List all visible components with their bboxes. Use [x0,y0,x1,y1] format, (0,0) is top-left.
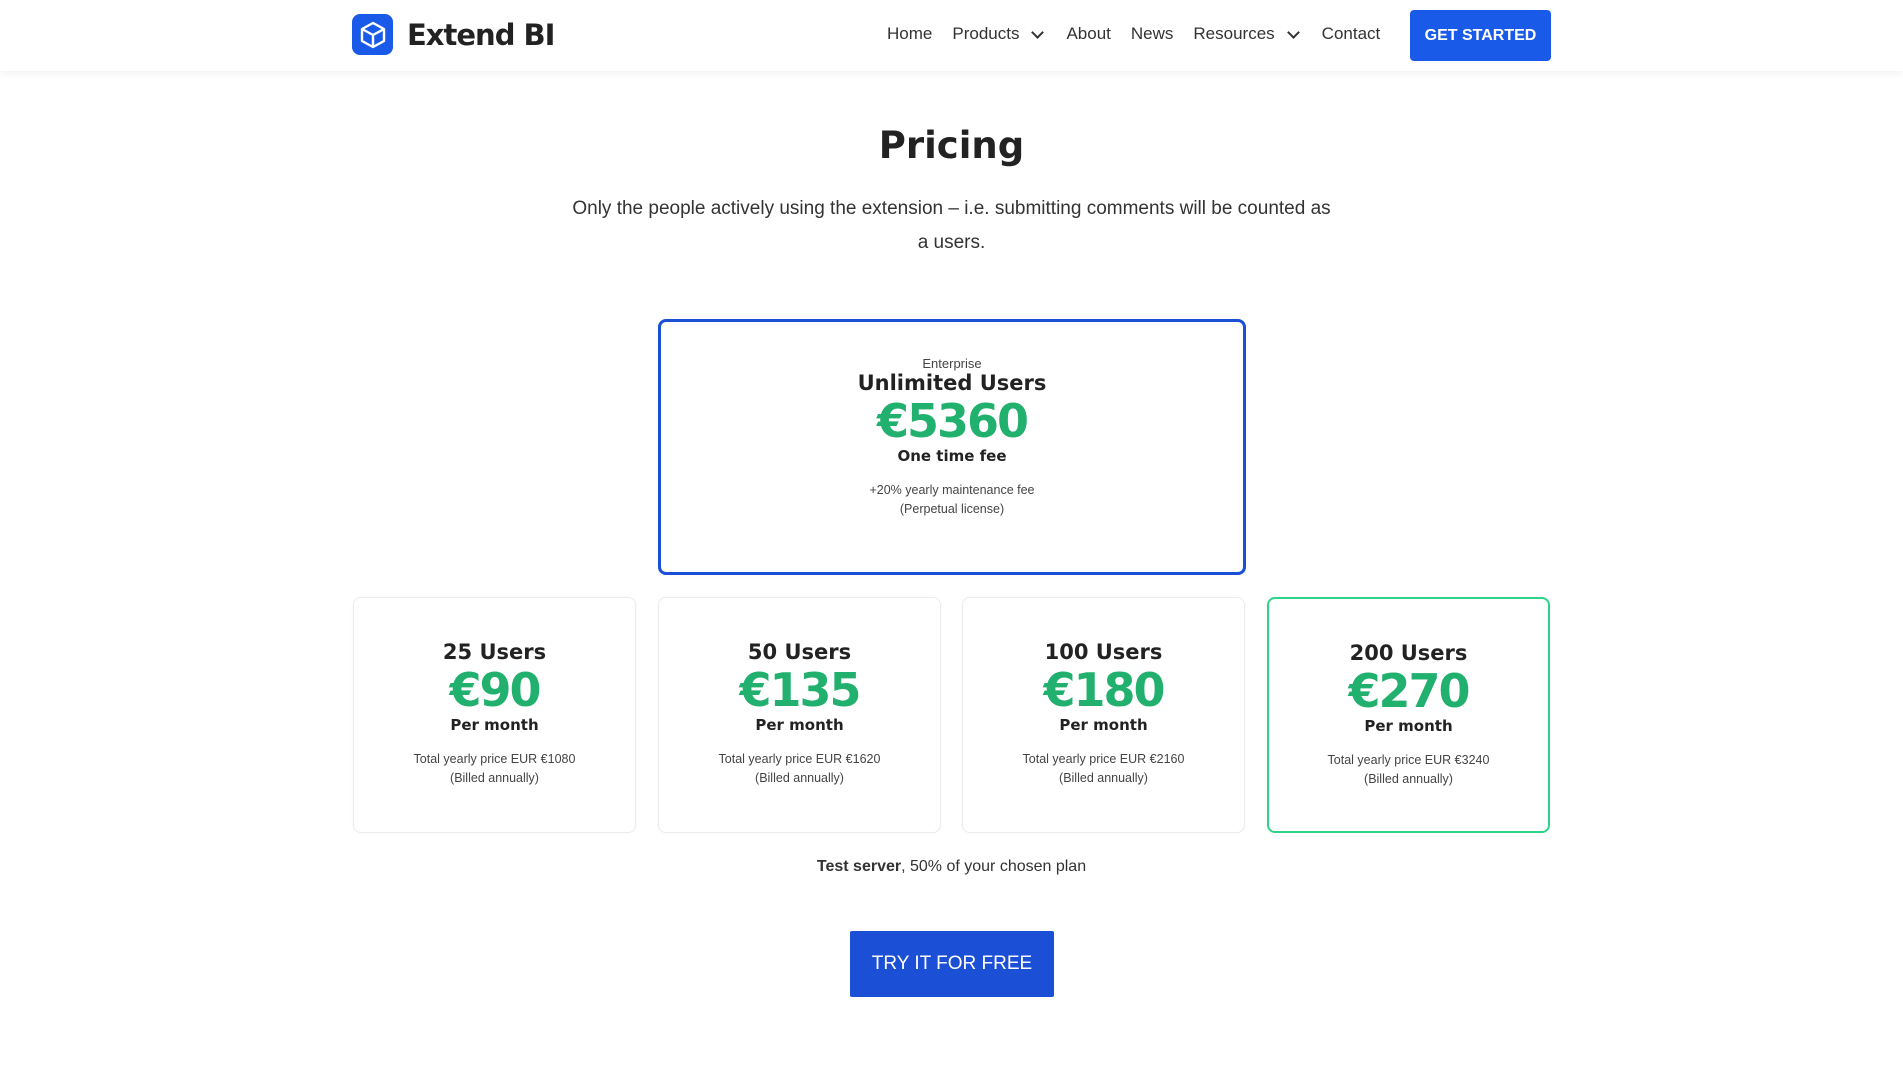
page-subtitle: Only the people actively using the exten… [572,198,1331,253]
plan-price: €5360 [876,394,1029,448]
plan-card-50: 50 Users €135 Per month Total yearly pri… [658,597,941,833]
chevron-down-icon [1031,25,1045,39]
page-title: Pricing [878,124,1025,167]
nav-home[interactable]: Home [887,24,933,43]
plan-note: (Perpetual license) [899,502,1005,516]
plan-price: €90 [449,663,541,717]
test-server-note: Test server, 50% of your chosen plan [0,858,1903,876]
plan-period: Per month [1059,716,1148,734]
plan-period: Per month [755,716,844,734]
main-nav: Home Products About News Resources Conta… [887,24,1380,44]
plan-card-100: 100 Users €180 Per month Total yearly pr… [962,597,1245,833]
plan-price: €270 [1348,664,1470,718]
plan-price: €135 [739,663,861,717]
nav-news[interactable]: News [1130,24,1174,43]
plan-note: +20% yearly maintenance fee [869,483,1035,497]
cube-icon [352,14,393,55]
plan-note: (Billed annually) [755,771,844,785]
plan-note: Total yearly price EUR €1080 [413,752,576,766]
plan-note: Total yearly price EUR €3240 [1327,753,1490,767]
plan-note: (Billed annually) [1364,772,1453,786]
plan-card-200: 200 Users €270 Per month Total yearly pr… [1267,597,1550,833]
test-server-text: , 50% of your chosen plan [901,858,1087,875]
plan-price: €180 [1043,663,1165,717]
get-started-button[interactable]: GET STARTED [1410,10,1551,61]
logo[interactable]: Extend BI [352,14,555,55]
brand-name: Extend BI [407,17,555,52]
plan-card-25: 25 Users €90 Per month Total yearly pric… [353,597,636,833]
plan-note: (Billed annually) [450,771,539,785]
nav-about[interactable]: About [1066,24,1111,43]
plan-users: 200 Users [1349,641,1468,665]
test-server-label: Test server [816,858,902,875]
nav-products[interactable]: Products [952,24,1046,44]
enterprise-card: Enterprise Unlimited Users €5360 One tim… [658,319,1246,575]
plan-note: (Billed annually) [1059,771,1148,785]
plan-users: 50 Users [747,640,852,664]
plan-period: Per month [1364,717,1453,735]
plan-users: 25 Users [442,640,547,664]
try-free-button[interactable]: TRY IT FOR FREE [850,931,1054,997]
plan-note: Total yearly price EUR €1620 [718,752,881,766]
nav-contact[interactable]: Contact [1321,24,1381,43]
plan-users: 100 Users [1044,640,1163,664]
plan-users: Unlimited Users [857,371,1047,395]
plan-label: Enterprise [922,356,982,371]
chevron-down-icon [1286,25,1300,39]
header: Extend BI Home Products About News Resou… [0,0,1903,71]
plan-period: One time fee [897,447,1007,465]
plan-period: Per month [450,716,539,734]
plan-note: Total yearly price EUR €2160 [1022,752,1185,766]
nav-resources[interactable]: Resources [1193,24,1301,44]
